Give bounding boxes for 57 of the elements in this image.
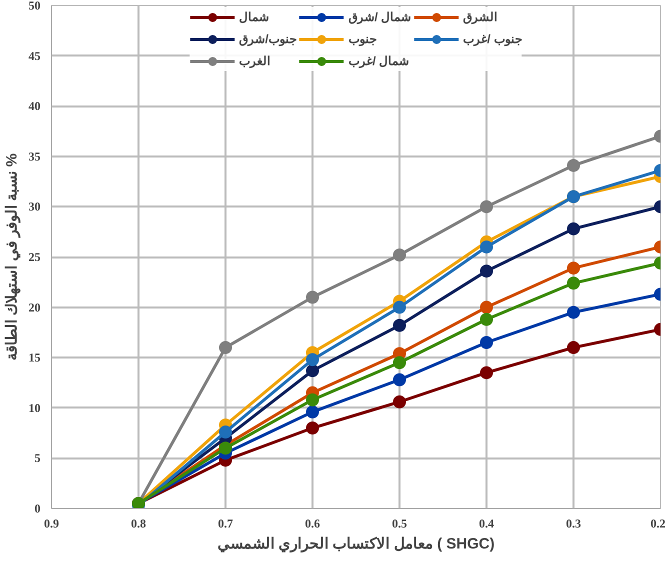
point	[306, 405, 319, 418]
point	[480, 312, 493, 326]
point	[393, 373, 406, 386]
x-tick-label: 0.2	[650, 516, 666, 530]
point	[480, 264, 493, 278]
y-tick-label: 5	[34, 451, 40, 466]
x-tick-label: 0.6	[305, 516, 320, 530]
x-tick-label: 0.4	[479, 516, 494, 530]
point	[567, 341, 580, 354]
point	[480, 366, 493, 380]
point	[306, 393, 319, 406]
legend-label: الشرق	[463, 10, 498, 24]
legend-label: جنوب	[348, 32, 376, 46]
y-tick-label: 30	[28, 200, 40, 214]
y-tick-label: 15	[28, 350, 40, 365]
point	[306, 290, 319, 304]
x-axis-title: معامل الاكتساب الحراري الشمسي ( SHGC)	[217, 536, 495, 554]
point	[480, 200, 493, 214]
point	[393, 318, 406, 332]
x-tick-label: 0.9	[44, 516, 59, 530]
y-tick-label: 25	[28, 250, 40, 264]
x-tick-label: 0.8	[131, 516, 146, 530]
y-tick-label: 40	[28, 99, 40, 114]
x-tick-label: 0.7	[218, 516, 233, 530]
y-tick-label: 35	[28, 149, 40, 164]
point	[306, 353, 319, 366]
x-tick-label: 0.3	[566, 516, 581, 530]
point	[393, 248, 406, 262]
point	[480, 240, 493, 254]
y-axis-title: نسبة الوفر في استهلاك الطاقة %	[4, 153, 22, 361]
legend-label: شمال /غرب	[348, 54, 410, 68]
legend-label: شمال /شرق	[348, 10, 412, 24]
y-tick-label: 50	[28, 0, 40, 12]
point	[480, 300, 493, 314]
point	[480, 336, 493, 349]
point	[393, 300, 406, 314]
point	[567, 262, 580, 275]
point	[567, 306, 580, 319]
legend-label: الغرب	[239, 54, 270, 68]
point	[306, 422, 319, 435]
point	[393, 395, 406, 408]
point	[219, 341, 232, 354]
point	[219, 426, 232, 439]
legend-label: جنوب /غرب	[463, 32, 522, 46]
y-tick-label: 0	[34, 502, 40, 516]
point	[567, 158, 580, 172]
legend-label: شمال	[239, 10, 270, 24]
y-tick-label: 10	[28, 400, 40, 415]
point	[567, 222, 580, 236]
y-tick-label: 20	[28, 300, 40, 314]
point	[219, 442, 232, 455]
point	[567, 276, 580, 290]
y-tick-label: 45	[28, 48, 40, 63]
x-tick-label: 0.5	[392, 516, 407, 530]
legend-label: جنوب/شرق	[239, 32, 296, 46]
point	[393, 356, 406, 370]
point	[306, 364, 319, 378]
